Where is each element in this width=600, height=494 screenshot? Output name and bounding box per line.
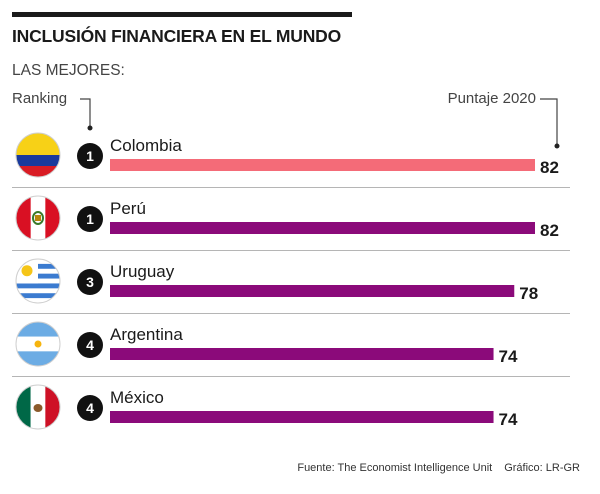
argentina-flag — [15, 321, 61, 367]
score-axis-label: Puntaje 2020 — [447, 90, 536, 107]
country-label: Uruguay — [110, 262, 175, 281]
credit-note: Gráfico: LR-GR — [504, 462, 580, 474]
bar — [110, 348, 494, 360]
rank-label: 3 — [86, 274, 94, 290]
value-label: 82 — [540, 221, 559, 240]
rank-badge — [77, 143, 103, 169]
country-label: Argentina — [110, 325, 183, 344]
ranking-axis-label: Ranking — [12, 90, 68, 107]
value-label: 74 — [499, 347, 518, 366]
row-divider — [12, 187, 570, 188]
bar — [110, 411, 494, 423]
rank-badge — [77, 269, 103, 295]
rank-label: 4 — [86, 337, 94, 353]
chart-row: 1 Colombia 82 — [15, 132, 559, 178]
rank-badge — [77, 332, 103, 358]
country-label: México — [110, 388, 164, 407]
chart-rows: 1 Colombia 82 1 Perú 82 3 Uruguay 78 4 Argentina 74… — [0, 124, 600, 446]
row-divider — [12, 313, 570, 314]
chart-row: 4 Argentina 74 — [15, 321, 518, 367]
rank-label: 1 — [86, 211, 94, 227]
peru-flag — [15, 195, 61, 241]
chart-row: 4 México 74 — [15, 384, 518, 430]
uruguay-flag — [15, 258, 61, 304]
rank-label: 4 — [86, 400, 94, 416]
bar — [110, 222, 535, 234]
mexico-flag — [15, 384, 61, 430]
country-label: Perú — [110, 199, 146, 218]
rank-badge — [77, 395, 103, 421]
row-divider — [12, 376, 570, 377]
bar — [110, 159, 535, 171]
footer: Fuente: The Economist Intelligence Unit G… — [285, 462, 580, 474]
rank-badge — [77, 206, 103, 232]
bar — [110, 285, 515, 297]
chart-row: 1 Perú 82 — [15, 195, 559, 241]
value-label: 74 — [499, 410, 518, 429]
rank-label: 1 — [86, 148, 94, 164]
bar-chart: 1 Colombia 82 1 Perú 82 3 Uruguay 78 4 Argentina 74… — [15, 132, 559, 430]
title-rule — [12, 12, 352, 17]
value-label: 82 — [540, 158, 559, 177]
source-note: Fuente: The Economist Intelligence Unit — [297, 462, 493, 474]
row-divider — [12, 250, 570, 251]
chart-subtitle: LAS MEJORES: — [12, 62, 125, 79]
country-label: Colombia — [110, 136, 182, 155]
chart-title: INCLUSIÓN FINANCIERA EN EL MUNDO — [12, 26, 342, 46]
chart-row: 3 Uruguay 78 — [15, 258, 538, 304]
colombia-flag — [15, 132, 61, 178]
value-label: 78 — [519, 284, 538, 303]
